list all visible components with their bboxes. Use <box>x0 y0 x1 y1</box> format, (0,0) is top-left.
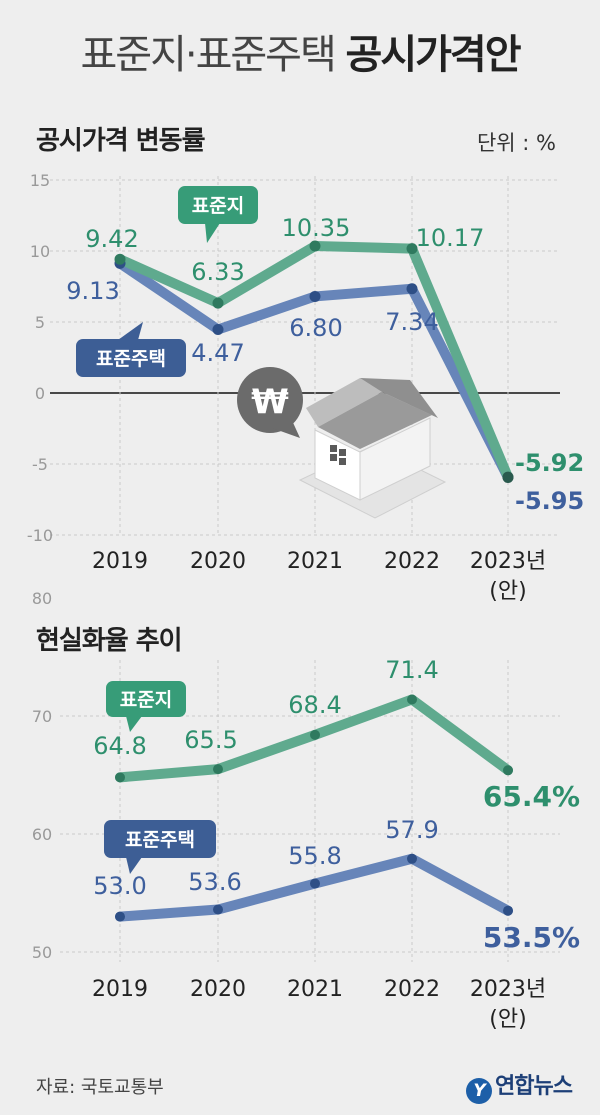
source-note: 자료: 국토교통부 <box>36 1077 164 1098</box>
c2-land-point <box>115 772 125 783</box>
c2-land-point <box>310 729 320 740</box>
c2-house-point <box>407 853 417 864</box>
c1-house-data-label: 4.47 <box>191 339 244 367</box>
c1-house-legend-pointer <box>118 322 143 340</box>
c2-land-data-label: 65.4% <box>483 780 580 813</box>
c1-y-tick: 10 <box>30 242 50 261</box>
c2-y-tick: 50 <box>32 943 52 962</box>
c2-land-data-label: 71.4 <box>385 656 438 684</box>
c1-y-tick: -10 <box>27 526 53 545</box>
c1-house-point <box>212 324 224 336</box>
c1-land-point <box>309 240 321 252</box>
c2-house-data-label: 53.0 <box>93 872 146 900</box>
c2-x-tick: 2019 <box>92 977 148 1002</box>
c1-x-tick: 2023년 <box>470 549 546 574</box>
c2-y-tick: 60 <box>32 825 52 844</box>
c2-house-legend-pointer <box>126 857 142 874</box>
c2-land-data-label: 68.4 <box>288 691 341 719</box>
c2-house-point <box>213 904 223 915</box>
c1-x-tick: 2022 <box>384 549 440 574</box>
c2-house-legend-label: 표준주택 <box>125 829 195 851</box>
c1-land-point <box>502 471 514 483</box>
c1-x-tick: 2019 <box>92 549 148 574</box>
c1-land-data-label: 9.42 <box>85 225 138 253</box>
c1-land-data-label: -5.92 <box>515 449 584 477</box>
svg-text:₩: ₩ <box>251 382 289 422</box>
c1-land-legend-box <box>178 186 258 224</box>
c2-house-data-label: 55.8 <box>288 842 341 870</box>
chart2-title: 현실화율 추이 <box>36 626 183 656</box>
c2-house-data-label: 53.6 <box>188 868 241 896</box>
c2-land-point <box>503 765 513 776</box>
won-bubble-icon: ₩ <box>237 367 303 438</box>
unit-label: 단위 : % <box>476 131 556 155</box>
c2-land-point <box>213 764 223 775</box>
brand-logo-icon: Y <box>466 1078 493 1104</box>
c1-house-point <box>309 290 321 302</box>
brand-logo: Y 연합뉴스 <box>466 1068 573 1104</box>
c2-land-legend-pointer <box>126 716 142 732</box>
c1-house-legend-label: 표준주택 <box>96 348 166 370</box>
c1-x-tick: 2020 <box>190 549 246 574</box>
title-light: 표준지·표준주택 <box>80 32 336 78</box>
c1-x-subtick: (안) <box>489 579 526 604</box>
brand-name: 연합뉴스 <box>495 1074 573 1099</box>
c1-land-data-label: 6.33 <box>191 258 244 286</box>
c1-y-tick: 5 <box>35 313 45 332</box>
c1-land-point <box>212 297 224 309</box>
c1-land-legend-pointer <box>205 223 220 243</box>
c2-land-point <box>407 694 417 705</box>
c1-house-point <box>406 283 418 295</box>
c2-land-legend-box <box>106 681 186 717</box>
c1-y-tick: 0 <box>35 384 45 403</box>
c2-house-data-label: 57.9 <box>385 816 438 844</box>
c2-x-tick: 2023년 <box>470 977 546 1002</box>
c1-land-point <box>406 243 418 255</box>
c1-land-data-label: 10.17 <box>416 224 485 252</box>
c2-x-tick: 2022 <box>384 977 440 1002</box>
c2-land-data-label: 65.5 <box>184 726 237 754</box>
c1-y-tick: -5 <box>32 455 48 474</box>
c2-x-tick: 2020 <box>190 977 246 1002</box>
c2-y-tick: 70 <box>32 707 52 726</box>
c1-land-point <box>114 253 126 265</box>
c1-house-data-label: -5.95 <box>515 487 584 515</box>
title-bold: 공시가격안 <box>345 32 522 78</box>
c2-land-data-label: 64.8 <box>93 732 146 760</box>
c2-x-subtick: (안) <box>489 1007 526 1032</box>
c1-land-legend-label: 표준지 <box>192 195 244 217</box>
c2-y-tick: 80 <box>32 589 52 608</box>
c1-y-tick: 15 <box>30 171 50 190</box>
c2-house-point <box>503 905 513 916</box>
c2-x-tick: 2021 <box>287 977 343 1002</box>
c2-land-legend-label: 표준지 <box>120 689 172 711</box>
c2-house-legend-box <box>104 820 216 858</box>
c1-land-data-label: 10.35 <box>282 214 351 242</box>
c1-house-data-label: 6.80 <box>289 314 342 342</box>
c1-house-data-label: 9.13 <box>66 277 119 305</box>
house-icon <box>298 378 447 519</box>
c1-x-tick: 2021 <box>287 549 343 574</box>
c2-house-point <box>115 911 125 922</box>
page-title: 표준지·표준주택 공시가격안 <box>0 22 600 80</box>
c1-house-legend-box <box>76 339 186 377</box>
chart1-title: 공시가격 변동률 <box>36 126 205 156</box>
c2-house-point <box>310 878 320 889</box>
c2-house-data-label: 53.5% <box>483 921 580 954</box>
c1-house-data-label: 7.34 <box>385 308 438 336</box>
